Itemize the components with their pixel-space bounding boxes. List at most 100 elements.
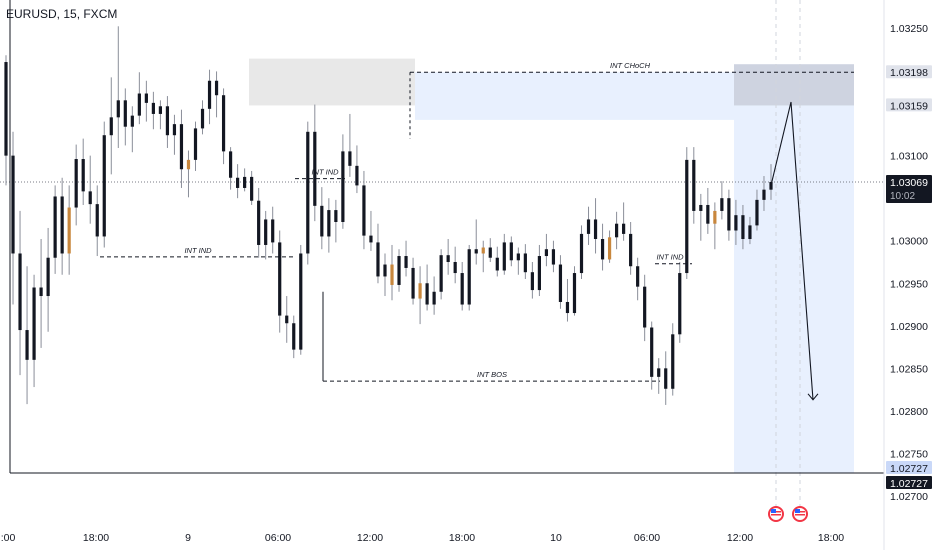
candle-body-48 <box>341 151 345 222</box>
structure-label-3: INT IND <box>656 253 684 262</box>
candle-body-94 <box>664 368 668 389</box>
candle-body-90 <box>636 266 640 287</box>
candle-body-5 <box>39 287 43 297</box>
candle-body-2 <box>18 253 22 331</box>
candle-body-8 <box>60 196 64 254</box>
candle-body-85 <box>600 239 605 260</box>
candle-body-97 <box>685 159 689 274</box>
us-flag-icon <box>792 506 808 522</box>
time-tick-7: 06:00 <box>634 532 660 544</box>
candle-body-37 <box>264 219 268 245</box>
flag-canton-0 <box>771 509 776 513</box>
candle-body-55 <box>390 264 394 285</box>
candle-body-47 <box>334 210 338 222</box>
candle-body-92 <box>650 327 654 377</box>
candle-body-9 <box>67 207 71 254</box>
candle-body-101 <box>713 210 717 224</box>
candle-body-67 <box>474 249 478 254</box>
candle-body-52 <box>369 235 373 243</box>
candles-layer <box>4 26 773 405</box>
candle-body-26 <box>186 159 191 170</box>
candle-body-38 <box>271 219 275 243</box>
candle-body-68 <box>481 247 485 254</box>
projection-path <box>770 101 814 400</box>
price-tick-7: 1.02750 <box>890 448 928 460</box>
structure-label-2: INT BOS <box>477 370 507 379</box>
candle-body-65 <box>460 273 464 305</box>
candle-body-61 <box>432 291 436 305</box>
candle-body-11 <box>81 159 85 192</box>
candle-body-25 <box>179 124 184 170</box>
candle-body-98 <box>692 159 696 211</box>
candle-body-32 <box>228 151 233 178</box>
candle-body-84 <box>593 219 598 240</box>
candle-body-63 <box>446 255 450 262</box>
candle-body-108 <box>762 189 766 200</box>
candle-body-100 <box>706 204 710 224</box>
candle-body-6 <box>46 257 50 297</box>
time-tick-5: 18:00 <box>449 532 475 544</box>
candle-body-74 <box>523 253 527 273</box>
candle-body-99 <box>699 204 703 211</box>
candle-body-95 <box>671 334 675 389</box>
price-badge-label-4: 1.02727 <box>890 478 928 490</box>
candle-body-18 <box>130 115 134 127</box>
candle-body-51 <box>362 185 366 236</box>
time-tick-4: 12:00 <box>357 532 383 544</box>
candle-body-22 <box>158 106 163 114</box>
candle-body-78 <box>551 249 556 265</box>
price-tick-4: 1.02900 <box>890 321 928 333</box>
structure-label-0: INT IND <box>184 246 212 255</box>
candle-body-23 <box>165 106 170 136</box>
candle-body-3 <box>25 330 29 360</box>
sell-zone <box>734 64 854 106</box>
candle-body-59 <box>418 283 422 299</box>
candle-body-88 <box>622 223 626 234</box>
candle-body-1 <box>11 155 15 254</box>
candle-body-71 <box>502 242 506 271</box>
candle-body-60 <box>425 283 429 305</box>
time-tick-0: :00 <box>1 532 16 544</box>
candle-body-17 <box>123 100 127 127</box>
symbol-title: EURUSD, 15, FXCM <box>6 7 118 21</box>
candle-body-105 <box>741 215 745 240</box>
candle-body-7 <box>53 196 57 258</box>
flag-stripe-b-0 <box>771 514 781 516</box>
candle-body-43 <box>306 131 310 254</box>
candle-body-73 <box>516 253 520 261</box>
candle-body-30 <box>214 80 219 96</box>
target-zone-upper <box>415 72 735 120</box>
candle-body-50 <box>355 165 359 186</box>
candle-body-27 <box>193 128 198 160</box>
structure-label-4: INT CHoCH <box>610 61 651 70</box>
candle-body-14 <box>102 135 106 237</box>
candle-body-46 <box>327 210 331 237</box>
price-badge-label-2: 1.03069 <box>890 177 928 189</box>
candle-body-34 <box>243 176 247 188</box>
candle-body-69 <box>488 247 492 258</box>
candle-body-56 <box>397 256 401 285</box>
price-badge-4 <box>886 476 932 489</box>
price-badge-2 <box>886 175 932 204</box>
candle-body-42 <box>299 253 303 350</box>
price-badge-1 <box>886 98 932 112</box>
candle-body-86 <box>607 237 612 260</box>
candle-body-10 <box>74 159 78 208</box>
price-badge-label-0: 1.03198 <box>890 67 928 79</box>
candle-body-20 <box>144 93 148 103</box>
flag-stripe-b-1 <box>795 514 805 516</box>
candle-body-13 <box>95 204 99 237</box>
time-tick-3: 06:00 <box>265 532 291 544</box>
supply-zone <box>249 58 415 106</box>
candle-body-21 <box>151 102 155 114</box>
candle-body-49 <box>348 151 352 166</box>
candle-body-29 <box>207 80 212 109</box>
candle-body-87 <box>614 223 619 238</box>
candle-body-12 <box>88 191 92 205</box>
candle-body-15 <box>109 117 113 136</box>
candle-body-82 <box>579 233 584 274</box>
time-tick-6: 10 <box>550 532 562 544</box>
candle-body-28 <box>200 108 205 129</box>
